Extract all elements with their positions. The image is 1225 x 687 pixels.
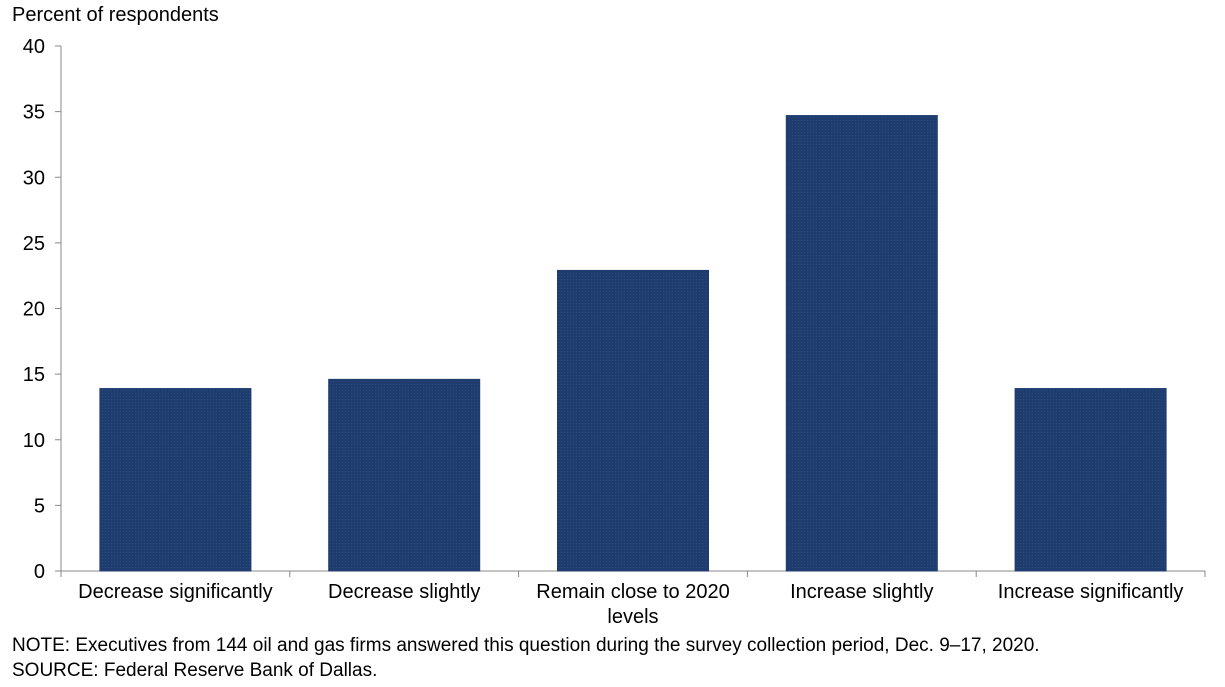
x-tick-label: Increase significantly <box>998 581 1184 603</box>
bar <box>99 388 252 572</box>
y-tick-label: 35 <box>23 102 45 124</box>
y-tick-label: 10 <box>23 430 45 452</box>
y-tick-label: 25 <box>23 233 45 255</box>
y-tick-label: 40 <box>23 36 45 58</box>
bar <box>785 115 938 572</box>
bars <box>99 115 1167 572</box>
x-tick-label: Remain close to 2020 levels <box>536 581 729 628</box>
y-tick-label: 0 <box>34 561 45 583</box>
y-axis-title: Percent of respondents <box>12 4 219 26</box>
y-tick-label: 15 <box>23 364 45 386</box>
bar <box>556 269 710 572</box>
x-tick-label: Decrease significantly <box>78 581 273 603</box>
x-tick-label: Decrease slightly <box>328 581 480 603</box>
note-text: NOTE: Executives from 144 oil and gas fi… <box>12 635 1040 656</box>
x-tick-labels: Decrease significantly Decrease slightly R… <box>78 581 1183 628</box>
x-tick-label: Increase slightly <box>790 581 933 603</box>
y-tick-label: 30 <box>23 167 45 189</box>
source-text: SOURCE: Federal Reserve Bank of Dallas. <box>12 660 378 681</box>
bar <box>328 378 481 572</box>
bar <box>1014 388 1167 572</box>
y-tick-label: 5 <box>34 495 45 517</box>
y-tick-label: 20 <box>23 299 45 321</box>
